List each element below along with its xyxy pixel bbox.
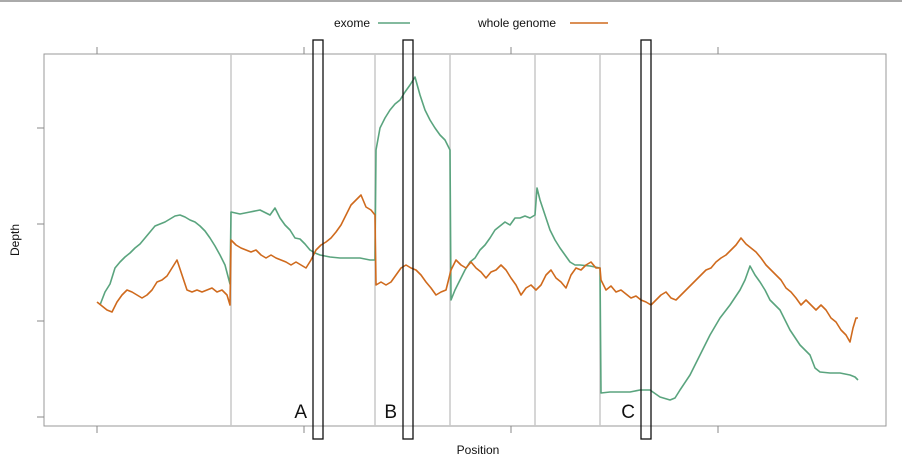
segment-boundaries (230, 54, 601, 426)
legend-label-exome: exome (334, 16, 370, 30)
highlight-label-b: B (384, 402, 397, 423)
y-axis-ticks (37, 127, 44, 418)
y-axis-label: Depth (8, 224, 22, 256)
series-lines (96, 76, 859, 401)
highlight-boxes: A B C (294, 39, 652, 440)
highlight-box-b (402, 39, 414, 440)
legend-label-whole-genome: whole genome (477, 16, 556, 30)
x-axis-label: Position (457, 443, 500, 457)
series-line-exome (99, 76, 859, 401)
legend: exome whole genome (334, 16, 608, 30)
x-axis-ticks (96, 47, 719, 433)
plot-frame (43, 53, 887, 427)
series-line-whole-genome (96, 194, 858, 343)
highlight-box-c (640, 39, 652, 440)
highlight-label-c: C (621, 402, 635, 423)
highlight-box-a (312, 39, 324, 440)
highlight-label-a: A (294, 402, 307, 423)
